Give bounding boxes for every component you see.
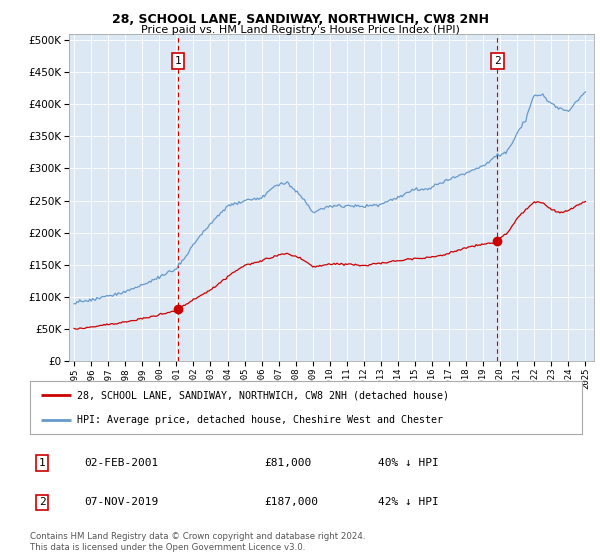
Text: £187,000: £187,000	[264, 497, 318, 507]
Text: 02-FEB-2001: 02-FEB-2001	[84, 458, 158, 468]
Text: £81,000: £81,000	[264, 458, 311, 468]
Text: 28, SCHOOL LANE, SANDIWAY, NORTHWICH, CW8 2NH (detached house): 28, SCHOOL LANE, SANDIWAY, NORTHWICH, CW…	[77, 390, 449, 400]
Text: 1: 1	[38, 458, 46, 468]
Text: 28, SCHOOL LANE, SANDIWAY, NORTHWICH, CW8 2NH: 28, SCHOOL LANE, SANDIWAY, NORTHWICH, CW…	[112, 13, 488, 26]
Text: 40% ↓ HPI: 40% ↓ HPI	[378, 458, 439, 468]
Text: 2: 2	[38, 497, 46, 507]
Text: Contains HM Land Registry data © Crown copyright and database right 2024.
This d: Contains HM Land Registry data © Crown c…	[30, 532, 365, 552]
Text: HPI: Average price, detached house, Cheshire West and Chester: HPI: Average price, detached house, Ches…	[77, 414, 443, 424]
Text: 42% ↓ HPI: 42% ↓ HPI	[378, 497, 439, 507]
Text: 2: 2	[494, 56, 501, 66]
Text: Price paid vs. HM Land Registry's House Price Index (HPI): Price paid vs. HM Land Registry's House …	[140, 25, 460, 35]
Text: 07-NOV-2019: 07-NOV-2019	[84, 497, 158, 507]
Text: 1: 1	[175, 56, 181, 66]
